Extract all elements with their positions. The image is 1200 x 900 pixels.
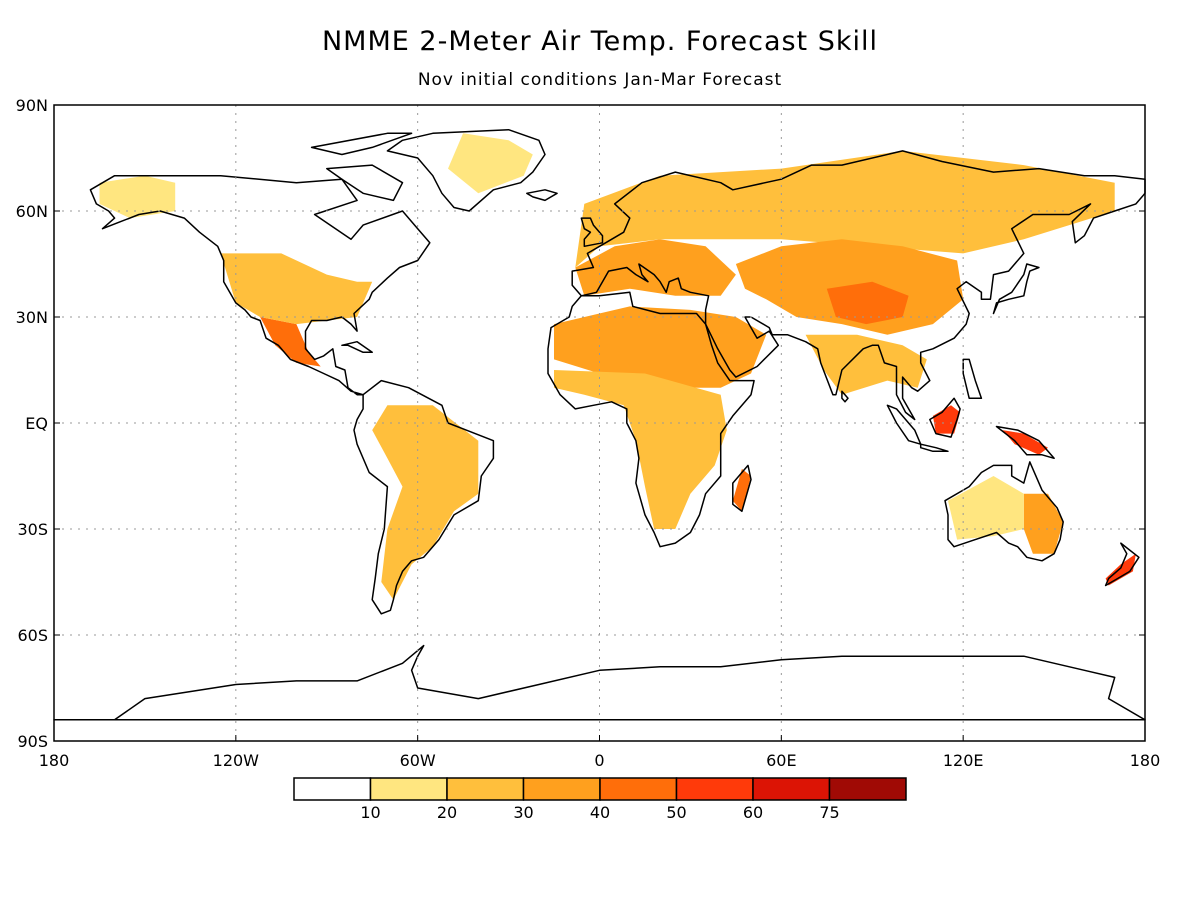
skill-region-new-guinea bbox=[1002, 430, 1048, 455]
colorbar-swatch bbox=[752, 777, 831, 801]
lon-tick-label: 120E bbox=[943, 751, 984, 770]
coastline-new-guinea-outline bbox=[995, 425, 1055, 460]
colorbar-swatch bbox=[446, 777, 525, 801]
skill-shading-layer bbox=[99, 133, 1136, 600]
coastline-new-zealand-outline bbox=[1104, 542, 1140, 587]
coastline-antarctica bbox=[53, 644, 1146, 721]
coastline-cuba bbox=[341, 340, 373, 354]
skill-region-north-america-south bbox=[220, 253, 373, 325]
lon-tick-label: 180 bbox=[39, 751, 70, 770]
coastline-uk bbox=[580, 217, 604, 248]
lon-tick-label: 120W bbox=[213, 751, 260, 770]
skill-region-south-america bbox=[372, 405, 479, 600]
lat-tick-label: 60N bbox=[16, 202, 48, 221]
lon-tick-label: 60E bbox=[766, 751, 796, 770]
lon-tick-label: 0 bbox=[594, 751, 604, 770]
lon-tick-label: 60W bbox=[400, 751, 436, 770]
coastline-sumatra bbox=[886, 404, 922, 445]
skill-region-central-africa bbox=[554, 370, 727, 529]
skill-region-mexico bbox=[260, 317, 321, 367]
skill-region-europe-south bbox=[575, 239, 736, 296]
coastline-eurasia bbox=[571, 150, 1146, 421]
skill-region-greenland-east bbox=[448, 133, 533, 194]
skill-region-new-zealand bbox=[1105, 553, 1136, 586]
skill-region-borneo bbox=[932, 405, 961, 434]
coastline-madagascar-outline bbox=[732, 464, 752, 513]
colorbar-label: 10 bbox=[360, 803, 380, 822]
skill-region-tibet-core bbox=[826, 281, 909, 325]
colorbar-label: 60 bbox=[743, 803, 763, 822]
colorbar-label: 50 bbox=[666, 803, 686, 822]
skill-region-alaska bbox=[99, 175, 176, 219]
coastline-sri-lanka bbox=[841, 390, 849, 403]
colorbar-label: 75 bbox=[819, 803, 839, 822]
coastline-south-america bbox=[353, 379, 495, 615]
colorbar-swatch bbox=[675, 777, 754, 801]
colorbar-label: 20 bbox=[437, 803, 457, 822]
coastline-greenland bbox=[386, 128, 546, 212]
skill-region-india-se-asia bbox=[805, 334, 927, 395]
graticule-layer bbox=[54, 105, 1145, 741]
skill-region-madagascar bbox=[732, 468, 751, 512]
colorbar-label: 30 bbox=[513, 803, 533, 822]
colorbar-swatch bbox=[828, 777, 907, 801]
coastline-africa bbox=[547, 291, 755, 548]
map-subtitle: Nov initial conditions Jan-Mar Forecast bbox=[417, 70, 783, 90]
coastline-java bbox=[919, 443, 949, 453]
coastline-ellesmere bbox=[310, 132, 413, 156]
lon-tick-label: 180 bbox=[1130, 751, 1161, 770]
coastline-layer bbox=[53, 128, 1146, 721]
coastline-north-america bbox=[89, 174, 431, 396]
lat-tick-label: 30S bbox=[17, 520, 48, 539]
lat-tick-label: 30N bbox=[16, 308, 48, 327]
coastline-australia bbox=[944, 461, 1064, 562]
colorbar: 10 20 30 40 50 60 75 bbox=[293, 777, 907, 822]
coastline-borneo-outline bbox=[929, 397, 961, 438]
coastline-baffin bbox=[326, 164, 404, 202]
colorbar-label: 40 bbox=[590, 803, 610, 822]
colorbar-swatch bbox=[599, 777, 678, 801]
skill-region-australia-west bbox=[948, 476, 1024, 540]
colorbar-swatch bbox=[293, 777, 372, 801]
lat-tick-label: 90N bbox=[16, 96, 48, 115]
colorbar-swatch bbox=[522, 777, 601, 801]
coastline-iceland bbox=[526, 189, 558, 202]
coastline-japan bbox=[992, 263, 1040, 315]
lat-tick-label: 60S bbox=[17, 626, 48, 645]
lat-tick-label: 90S bbox=[17, 732, 48, 751]
colorbar-swatch bbox=[369, 777, 448, 801]
coastline-philippines bbox=[962, 358, 983, 400]
map-title: NMME 2-Meter Air Temp. Forecast Skill bbox=[321, 26, 879, 57]
skill-region-north-africa-arabia bbox=[554, 306, 767, 388]
skill-region-australia-east bbox=[1023, 493, 1064, 554]
lat-tick-label: EQ bbox=[25, 414, 48, 433]
